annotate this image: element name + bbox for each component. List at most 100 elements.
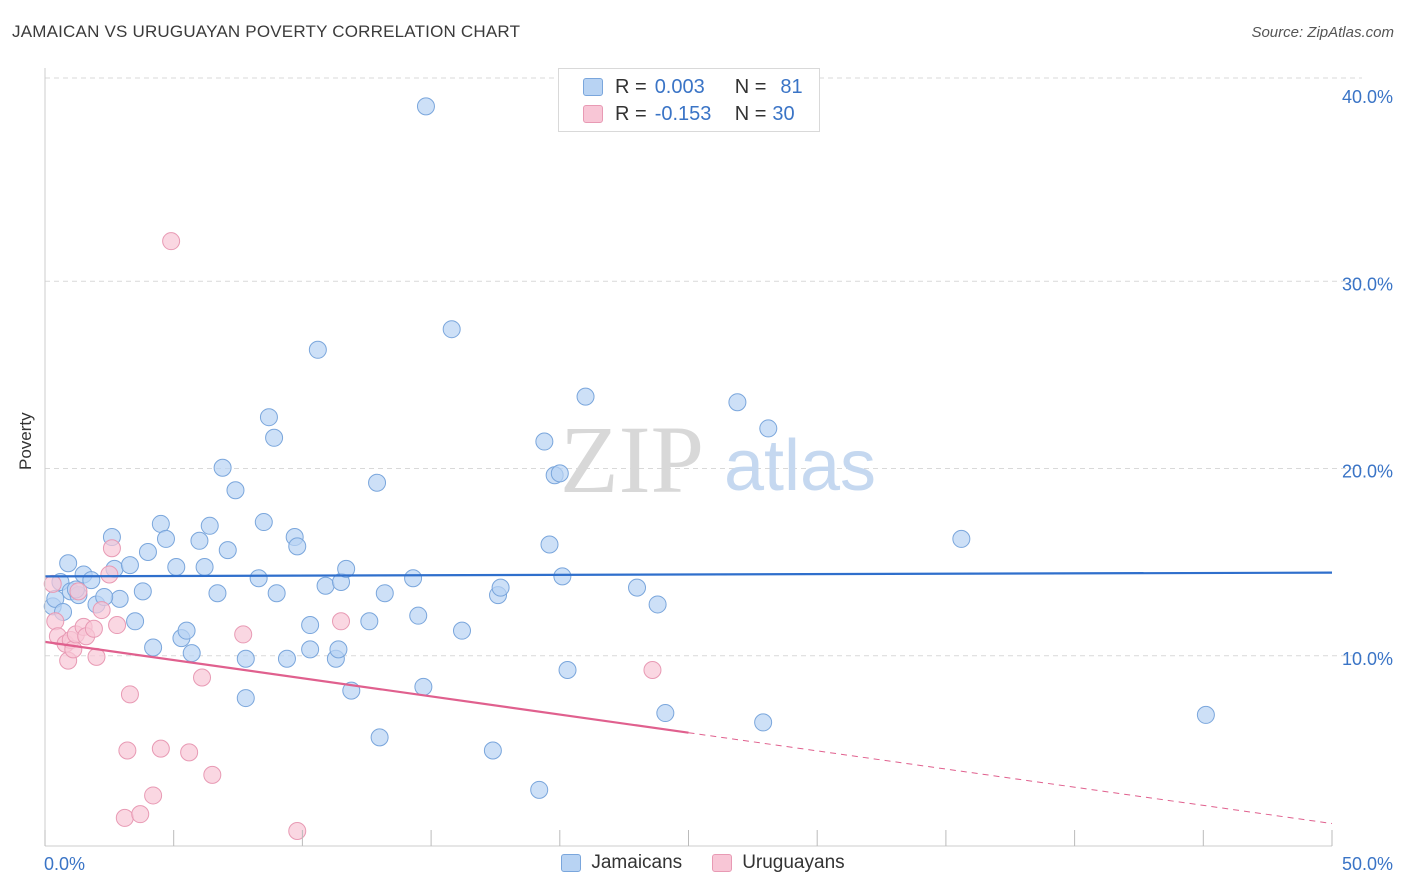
point-jamaicans <box>254 513 273 532</box>
point-uruguayans <box>180 743 199 762</box>
bottom-legend-label-jamaicans: Jamaicans <box>591 852 683 873</box>
point-jamaicans <box>213 458 232 477</box>
point-jamaicans <box>138 543 157 562</box>
point-jamaicans <box>656 704 675 723</box>
x-tick-label: 0.0% <box>44 854 85 874</box>
point-uruguayans <box>151 739 170 758</box>
legend-n-label: N = <box>734 75 767 98</box>
point-jamaicans <box>267 584 286 603</box>
point-uruguayans <box>120 685 139 704</box>
point-uruguayans <box>234 625 253 644</box>
point-jamaicans <box>110 589 129 608</box>
point-uruguayans <box>46 612 65 631</box>
point-uruguayans <box>100 565 119 584</box>
point-jamaicans <box>120 556 139 575</box>
point-jamaicans <box>265 428 284 447</box>
point-jamaicans <box>368 473 387 492</box>
point-uruguayans <box>102 539 121 558</box>
point-jamaicans <box>648 595 667 614</box>
bottom-legend-swatch-uruguayans <box>712 854 733 872</box>
point-jamaicans <box>182 644 201 663</box>
watermark-atlas: atlas <box>724 426 876 506</box>
point-jamaicans <box>236 649 255 668</box>
point-jamaicans <box>167 557 186 576</box>
trend-line-jamaicans <box>44 571 1333 578</box>
point-uruguayans <box>43 574 62 593</box>
trend-layer <box>44 571 1333 825</box>
point-jamaicans <box>540 535 559 554</box>
legend-row-jamaicans: R = 0.003 N = 81 <box>583 74 803 100</box>
point-jamaicans <box>316 576 335 595</box>
point-uruguayans <box>144 786 163 805</box>
y-axis-title: Poverty <box>16 412 35 470</box>
source-credit: Source: ZipAtlas.com <box>1251 24 1394 41</box>
watermark-zip: ZIP <box>560 406 704 513</box>
y-tick-label: 20.0% <box>1342 462 1393 482</box>
point-jamaicans <box>952 529 971 548</box>
point-jamaicans <box>416 97 435 116</box>
watermark: ZIP atlas <box>560 406 876 513</box>
point-jamaicans <box>1196 705 1215 724</box>
point-jamaicans <box>759 419 778 438</box>
point-jamaicans <box>277 649 296 668</box>
trend-line-uruguayans <box>44 640 689 734</box>
point-uruguayans <box>288 822 307 841</box>
point-jamaicans <box>452 621 471 640</box>
point-jamaicans <box>177 621 196 640</box>
point-jamaicans <box>728 393 747 412</box>
legend-r-label: R = <box>615 102 647 125</box>
point-jamaicans <box>329 640 348 659</box>
point-uruguayans <box>92 601 111 620</box>
legend-r-value: 0.003 <box>654 75 705 98</box>
point-jamaicans <box>360 612 379 631</box>
point-jamaicans <box>218 541 237 560</box>
point-uruguayans <box>643 660 662 679</box>
point-jamaicans <box>553 567 572 586</box>
point-uruguayans <box>84 619 103 638</box>
point-jamaicans <box>530 780 549 799</box>
x-tick-label: 50.0% <box>1342 854 1393 874</box>
point-jamaicans <box>442 320 461 339</box>
legend-r-value: -0.153 <box>654 102 712 125</box>
point-uruguayans <box>118 741 137 760</box>
point-jamaicans <box>483 741 502 760</box>
axis-layer: 10.0% 20.0% 30.0% 40.0% 0.0% 50.0% <box>44 68 1393 874</box>
point-jamaicans <box>370 728 389 747</box>
point-jamaicans <box>628 578 647 597</box>
point-jamaicans <box>151 514 170 533</box>
point-uruguayans <box>193 668 212 687</box>
legend-swatch-jamaicans <box>583 78 603 96</box>
point-jamaicans <box>754 713 773 732</box>
legend-n-label: N = <box>734 102 767 125</box>
point-jamaicans <box>576 387 595 406</box>
point-jamaicans <box>259 408 278 427</box>
point-jamaicans <box>308 340 327 359</box>
legend-n-value: 81 <box>780 75 803 98</box>
point-jamaicans <box>226 481 245 500</box>
point-jamaicans <box>249 569 268 588</box>
point-jamaicans <box>414 677 433 696</box>
point-uruguayans <box>69 582 88 601</box>
point-jamaicans <box>288 537 307 556</box>
points-layer <box>43 97 1215 841</box>
point-jamaicans <box>126 612 145 631</box>
point-jamaicans <box>236 689 255 708</box>
point-jamaicans <box>337 559 356 578</box>
legend-r-label: R = <box>615 75 647 98</box>
point-jamaicans <box>301 640 320 659</box>
legend-box: R = 0.003 N = 81 R = -0.153 N = 30 <box>558 68 820 132</box>
point-jamaicans <box>156 529 175 548</box>
point-jamaicans <box>404 569 423 588</box>
point-jamaicans <box>144 638 163 657</box>
point-jamaicans <box>190 531 209 550</box>
point-jamaicans <box>375 584 394 603</box>
point-jamaicans <box>195 557 214 576</box>
y-tick-label: 40.0% <box>1342 87 1393 107</box>
trend-line-uruguayans-extrapolated <box>688 732 1333 825</box>
legend-n-value: 30 <box>772 102 795 125</box>
point-jamaicans <box>208 584 227 603</box>
point-jamaicans <box>133 582 152 601</box>
grid-layer <box>45 77 1362 657</box>
point-jamaicans <box>301 616 320 635</box>
